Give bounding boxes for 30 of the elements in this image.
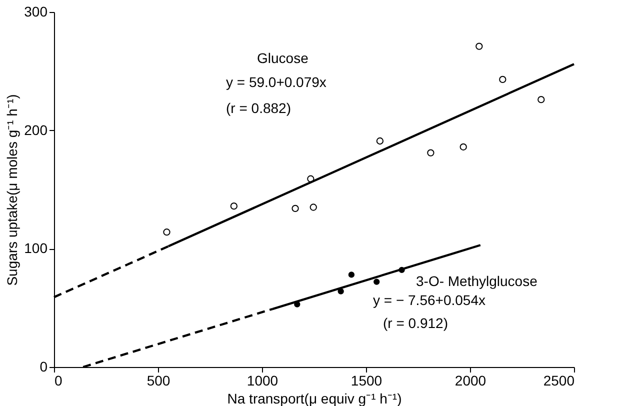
annotation: y = 59.0+0.079x [226,74,326,90]
x-tick-label: 1000 [246,372,278,388]
annotation: (r = 0.882) [226,100,291,116]
y-tick-label: 300 [24,4,48,20]
point [163,228,170,236]
y-axis-title: Sugars uptake(μ moles g⁻¹ h⁻¹) [4,94,20,286]
point [499,76,506,84]
point [476,42,483,50]
annotation: (r = 0.912) [383,315,448,331]
point [427,149,434,156]
point [307,175,314,182]
x-tick-label: 1500 [350,372,382,388]
point [310,204,317,211]
point [538,96,545,104]
x-tick-label: 2000 [454,372,486,388]
point [230,202,238,210]
annotation: y = − 7.56+0.054x [373,292,486,308]
point [376,137,384,145]
annotation: Glucose [257,50,309,66]
point [374,278,380,285]
y-tick-label: 0 [40,358,48,374]
x-tick-label: 2500 [543,372,575,388]
x-tick-label: 500 [146,372,170,388]
point [348,272,355,278]
y-tick-label: 200 [24,122,48,138]
annotation: 3-O- Methylglucose [416,273,538,289]
point [292,204,299,212]
y-tick-label: 100 [24,240,48,256]
point [460,143,467,150]
x-tick-label: 0 [54,372,62,388]
